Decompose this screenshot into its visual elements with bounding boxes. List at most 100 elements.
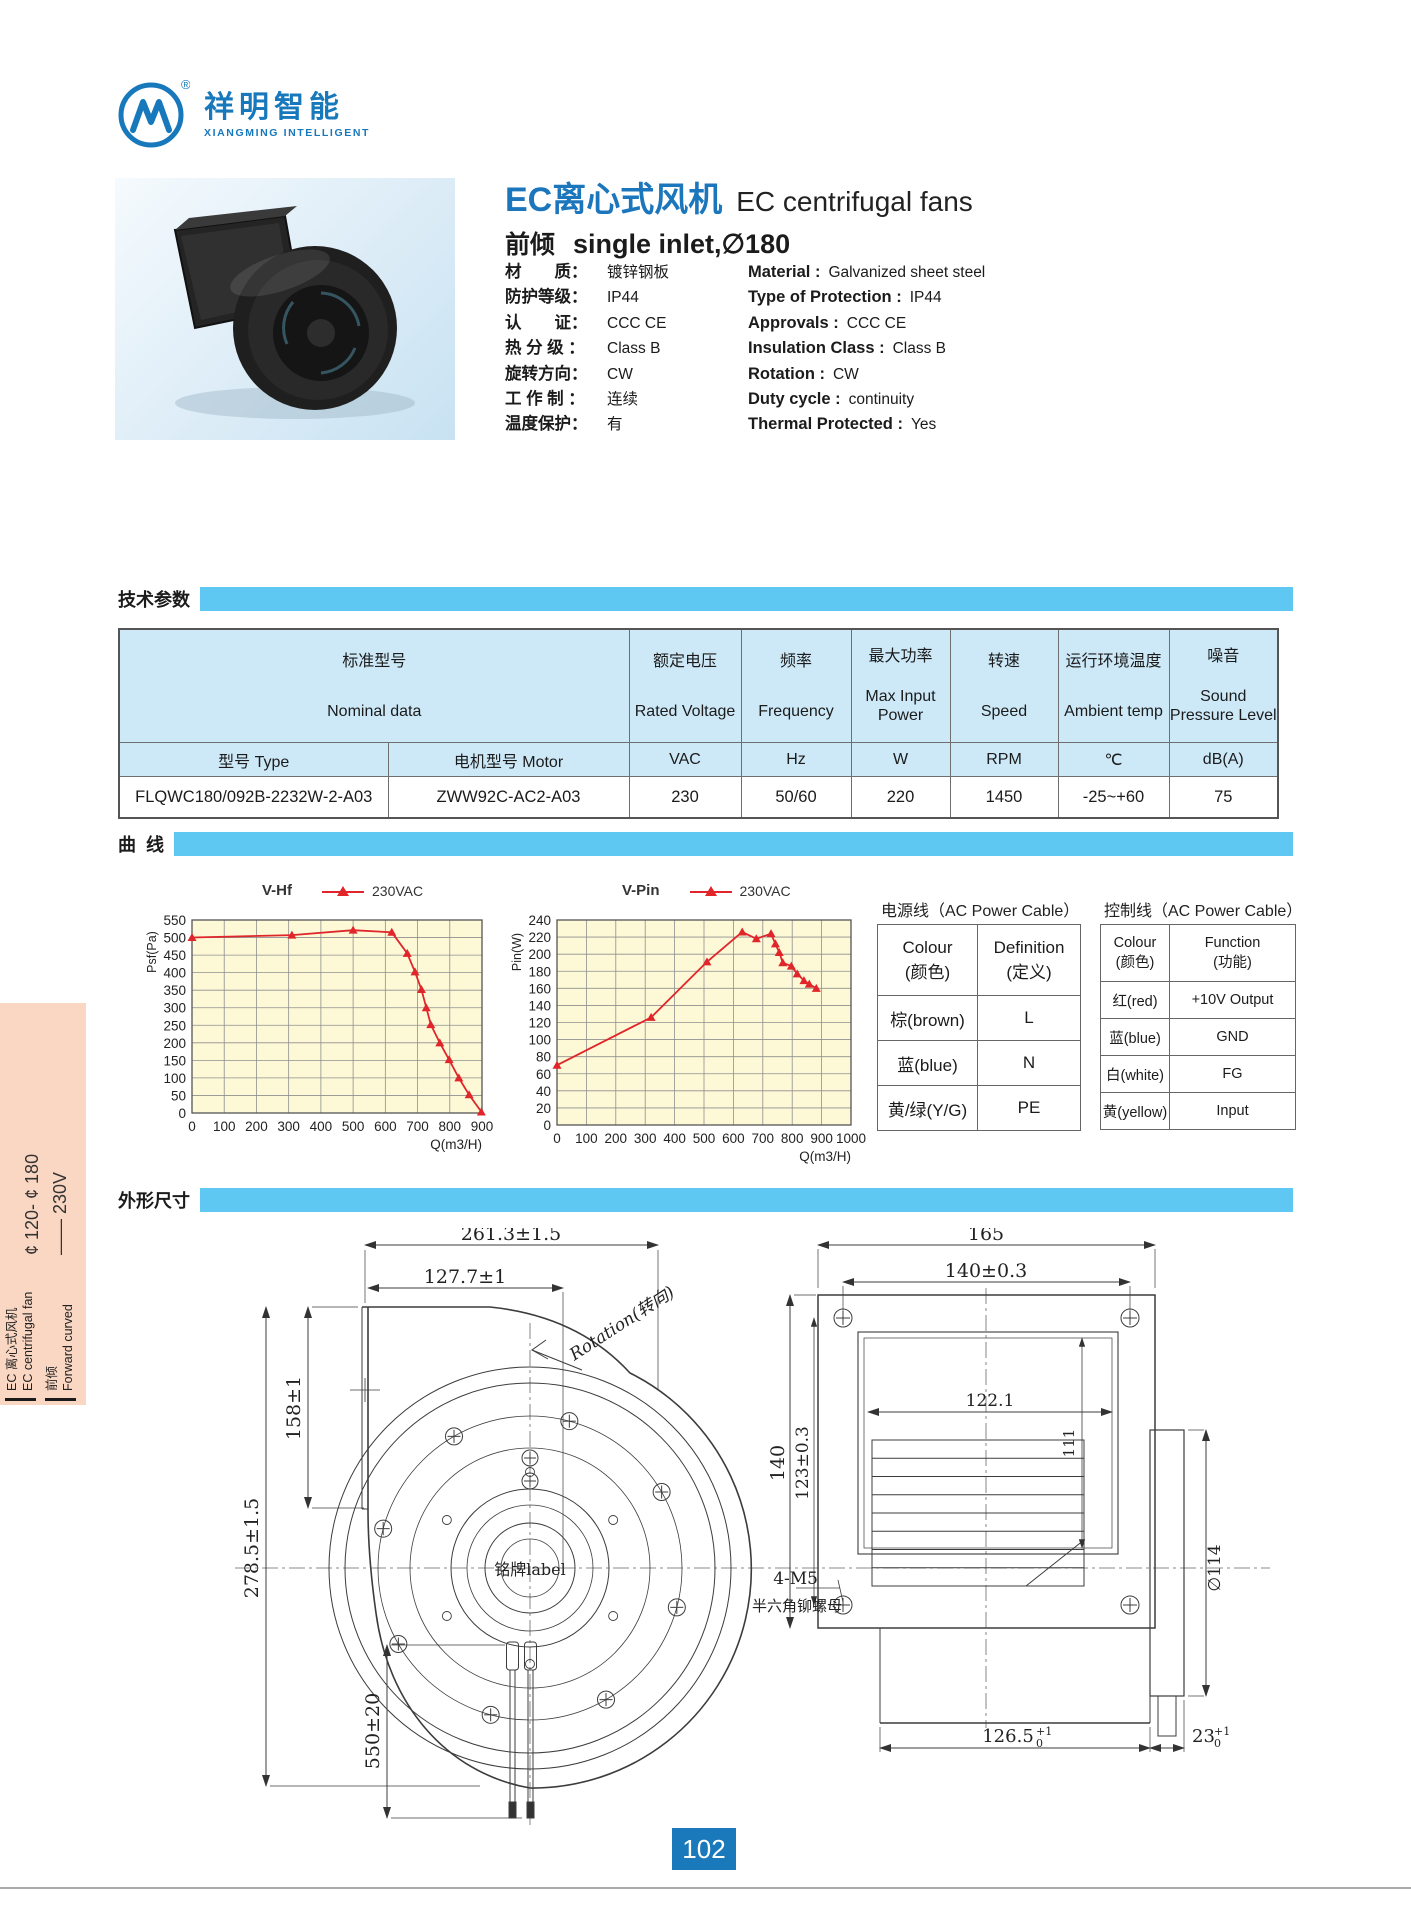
cable-cell: 蓝(blue) <box>1100 1018 1170 1056</box>
chart-vhf: 0 50 100 150 200 250 300 350 400 450 500 550 0 100 200… <box>145 913 493 1152</box>
brand-logo: ® 祥明智能 XIANGMING INTELLIGENT <box>112 76 370 154</box>
col-ambient: 运行环境温度 Ambient temp <box>1057 628 1170 743</box>
svg-text:800: 800 <box>439 1119 462 1134</box>
cable-table-title: 电源线（AC Power Cable） <box>881 903 1080 920</box>
cable-col-header: Colour (颜色) <box>877 924 978 996</box>
section-title: 曲 线 <box>118 834 165 855</box>
chart-head-vhf: V-Hf 230VAC <box>262 882 423 899</box>
sidebar-voltage: —— 230V <box>50 1171 70 1255</box>
svg-text:50: 50 <box>171 1088 186 1103</box>
section-bar <box>200 586 1293 611</box>
cable-table-power: 电源线（AC Power Cable） Colour (颜色) Definition (… <box>877 897 1081 1131</box>
svg-text:900: 900 <box>810 1131 833 1146</box>
spec-label-cn: 防护等级： <box>505 288 588 307</box>
svg-text:Pin(W): Pin(W) <box>510 933 524 971</box>
dim-outlet: 23 <box>1192 1726 1215 1747</box>
cable-table-title: 控制线（AC Power Cable） <box>1104 903 1303 920</box>
svg-text:150: 150 <box>163 1053 186 1068</box>
section-curves: 曲 线 <box>118 831 1293 856</box>
col-voltage: 额定电压 Rated Voltage <box>628 628 742 743</box>
svg-text:200: 200 <box>528 947 551 962</box>
div: Definition <box>993 937 1065 957</box>
spec-label-cn: 认 证： <box>505 313 588 332</box>
cable-cell: +10V Output <box>1169 981 1296 1019</box>
div: Colour <box>1113 934 1157 951</box>
spec-label-cn: 温度保护： <box>505 415 588 434</box>
spec-value-cn: CW <box>607 365 633 383</box>
sidebar-subcategory: 前倾 Forward curved <box>45 1304 76 1401</box>
spec-label-cn: 工 作 制 ： <box>505 389 585 408</box>
svg-text:0: 0 <box>178 1106 186 1121</box>
product-subtitle-cn: 前倾 <box>505 231 556 259</box>
spec-value-en: IP44 <box>909 289 942 307</box>
sidebar-size-range: ¢ 120- ¢ 180 <box>22 1153 42 1255</box>
svg-text:250: 250 <box>163 1018 186 1033</box>
sidebar-subcategory-cn: 前倾 <box>45 1365 59 1391</box>
sidebar-category: EC 离心式风机 EC centrifugal fan <box>5 1291 36 1401</box>
dim-outlet-tol-down: 0 <box>1214 1737 1221 1750</box>
svg-text:400: 400 <box>663 1131 686 1146</box>
cable-cell: 黄/绿(Y/G) <box>877 1085 978 1131</box>
svg-text:300: 300 <box>163 1001 186 1016</box>
div: (颜色) <box>1115 954 1155 971</box>
dim-flange-height: 140 <box>767 1445 789 1481</box>
brand-name-cn: 祥明智能 <box>204 90 344 124</box>
sidebar-subcategory-en: Forward curved <box>60 1304 75 1391</box>
sidebar-category-cn: EC 离心式风机 <box>5 1307 19 1391</box>
spec-row: 热 分 级 ： Class B Insulation Class : Class B <box>505 334 1305 359</box>
registered-mark: ® <box>181 77 190 92</box>
unit-hz: Hz <box>740 742 852 777</box>
svg-text:500: 500 <box>163 931 186 946</box>
spec-value-en: CW <box>832 365 859 383</box>
spec-row: 工 作 制 ： 连续 Duty cycle : continuity <box>505 385 1305 410</box>
svg-text:200: 200 <box>245 1119 268 1134</box>
svg-text:700: 700 <box>752 1131 775 1146</box>
svg-text:100: 100 <box>528 1033 551 1048</box>
col-speed: 转速 Speed <box>949 628 1059 743</box>
page-number: 102 <box>672 1828 736 1870</box>
div: Function <box>1204 934 1261 951</box>
spec-label-cn: 热 分 级 ： <box>505 339 585 358</box>
cable-table: Colour (颜色) Function (功能) 红(red) +10V Output 蓝… <box>1100 924 1296 1130</box>
spec-label-en: Insulation Class : <box>748 339 885 358</box>
product-title-en: EC centrifugal fans <box>736 186 973 217</box>
cable-cell: N <box>977 1040 1081 1086</box>
svg-text:220: 220 <box>528 930 551 945</box>
spec-value-cn: 有 <box>607 416 623 434</box>
svg-text:60: 60 <box>536 1067 551 1082</box>
svg-text:40: 40 <box>536 1084 551 1099</box>
svg-text:0: 0 <box>543 1118 551 1133</box>
spec-label-en: Material : <box>748 263 821 281</box>
svg-text:Psf(Pa): Psf(Pa) <box>145 931 159 973</box>
col-frequency: 频率 Frequency <box>740 628 852 743</box>
product-title-cn: EC离心式风机 <box>505 181 723 219</box>
rotation-label: Rotation(转向) <box>565 1283 678 1366</box>
product-title: EC离心式风机 EC centrifugal fans 前倾 single inle… <box>505 172 973 261</box>
spec-value-cn: 连续 <box>607 390 639 408</box>
cable-cell: FG <box>1169 1055 1296 1093</box>
unit-motor: 电机型号 Motor <box>387 742 630 777</box>
spec-value-en: Galvanized sheet steel <box>828 264 986 281</box>
svg-text:Q(m3/H): Q(m3/H) <box>799 1149 851 1164</box>
unit-rpm: RPM <box>949 742 1059 777</box>
dim-total-width: 261.3±1.5 <box>461 1228 562 1245</box>
spec-value-en: Yes <box>910 416 937 434</box>
dim-outlet-tol-up: +1 <box>1214 1725 1230 1738</box>
dim-motor-dia: ∅114 <box>1205 1544 1225 1591</box>
spec-value-en: continuity <box>848 390 915 408</box>
cable-row: 黄(yellow) Input <box>1100 1092 1296 1130</box>
cable-table-control: 控制线（AC Power Cable） Colour (颜色) Function (功能… <box>1100 897 1302 1130</box>
dim-inlet-height: 158±1 <box>283 1376 305 1440</box>
svg-text:500: 500 <box>342 1119 365 1134</box>
cable-cell: 白(white) <box>1100 1055 1170 1093</box>
spec-label-en: Type of Protection : <box>748 288 902 307</box>
svg-text:100: 100 <box>575 1131 598 1146</box>
svg-text:800: 800 <box>781 1131 804 1146</box>
svg-text:450: 450 <box>163 948 186 963</box>
spec-value-cn: IP44 <box>607 289 639 307</box>
dim-depth-tol-up: +1 <box>1036 1725 1052 1738</box>
svg-text:600: 600 <box>374 1119 397 1134</box>
screw-note: 半六角铆螺母 <box>752 1598 842 1615</box>
section-title: 技术参数 <box>118 589 190 610</box>
spec-row: 防护等级： IP44 Type of Protection : IP44 <box>505 283 1305 308</box>
